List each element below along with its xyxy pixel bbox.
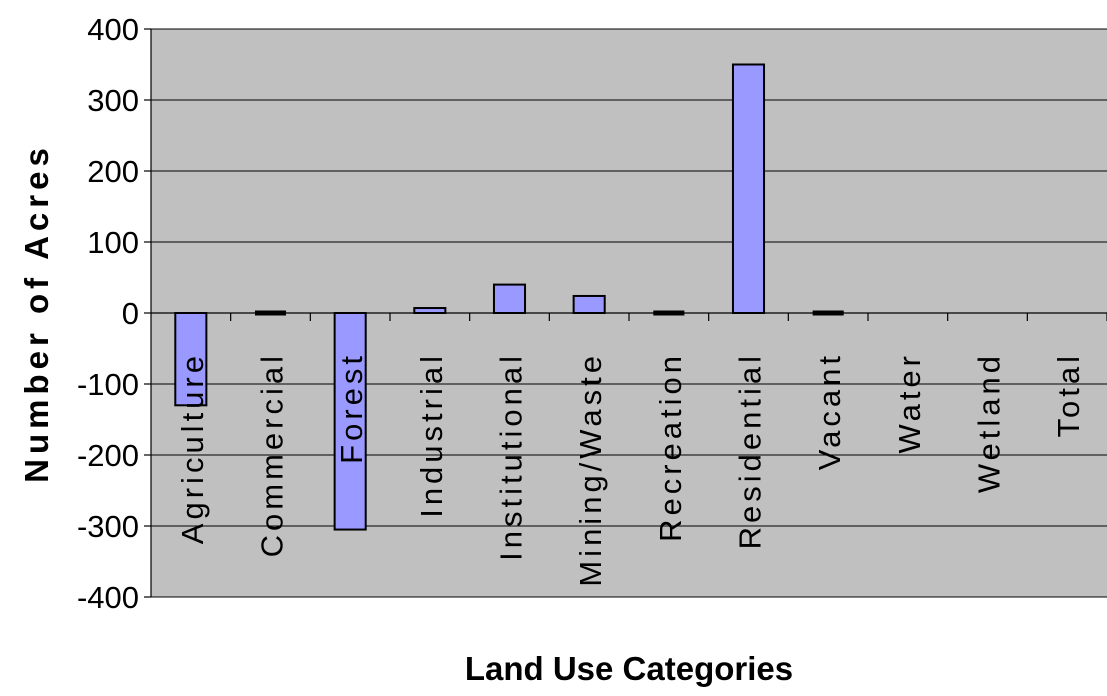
bar [413, 307, 447, 314]
category-label: Residential [733, 352, 768, 549]
bar [333, 312, 367, 531]
y-tick-label: -300 [77, 509, 139, 544]
y-tick-label: 0 [122, 296, 139, 331]
category-label: Mining/Waste [573, 352, 608, 587]
y-axis-title: Number of Acres [18, 143, 55, 483]
category-label: Commercial [255, 352, 290, 557]
y-tick-label: -200 [77, 438, 139, 473]
category-label: Recreation [653, 352, 688, 542]
x-axis-title: Land Use Categories [465, 650, 793, 687]
y-tick-label: 100 [87, 225, 139, 260]
category-label: Forest [334, 352, 369, 464]
category-label: Agriculture [175, 352, 210, 544]
y-tick-label: 200 [87, 154, 139, 189]
category-label: Wetland [972, 352, 1007, 493]
category-label: Water [892, 352, 927, 454]
y-tick-label: -100 [77, 367, 139, 402]
bar [731, 63, 766, 314]
y-tick-label: -400 [77, 580, 139, 615]
bar [174, 312, 208, 407]
category-label: Industrial [414, 352, 449, 518]
y-tick-label: 300 [87, 83, 139, 118]
category-label: Total [1051, 352, 1086, 437]
bar [492, 283, 527, 315]
category-label: Vacant [812, 352, 847, 470]
bar [572, 294, 606, 314]
category-label: Institutional [494, 352, 529, 561]
y-tick-label: 400 [87, 12, 139, 47]
